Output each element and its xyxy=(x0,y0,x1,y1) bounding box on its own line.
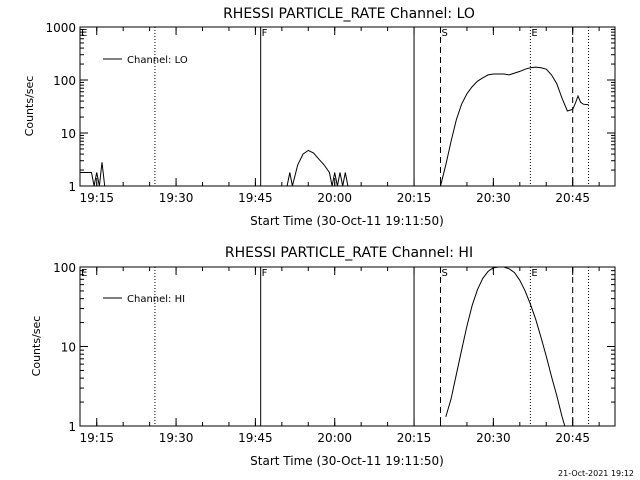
x-tick-label: 19:30 xyxy=(159,431,194,445)
ylabel-hi: Counts/sec xyxy=(30,316,43,377)
series-line xyxy=(286,149,349,187)
event-marker-label: E xyxy=(531,268,537,279)
plot-frame xyxy=(79,26,616,187)
y-tick-label: 100 xyxy=(53,261,76,275)
x-tick-label: 19:15 xyxy=(79,431,114,445)
ylabel-lo: Counts/sec xyxy=(23,76,36,137)
plot-lo: 19:15 19:30 19:45 20:00 20:15 20:30 20:45 1 10 10… xyxy=(45,21,616,205)
x-tick-label: 19:45 xyxy=(238,431,273,445)
y-tick-label: 1 xyxy=(68,420,76,434)
x-tick-label: 20:00 xyxy=(317,431,352,445)
x-tick-label: 19:15 xyxy=(79,191,114,205)
x-tick-label: 20:00 xyxy=(317,191,352,205)
chart-title-hi: RHESSI PARTICLE_RATE Channel: HI xyxy=(225,245,473,261)
x-tick-label: 20:15 xyxy=(397,191,432,205)
x-tick-label: 19:45 xyxy=(238,191,273,205)
y-tick-label: 1 xyxy=(68,180,76,194)
y-tick-label: 10 xyxy=(61,341,76,355)
series-line xyxy=(80,162,106,187)
plot-frame xyxy=(79,266,616,427)
y-tick-label: 10 xyxy=(61,127,76,141)
legend-label-hi: Channel: HI xyxy=(127,294,185,305)
event-marker-label: S xyxy=(441,28,447,39)
legend-label-lo: Channel: LO xyxy=(127,55,188,66)
xlabel-lo: Start Time (30-Oct-11 19:11:50) xyxy=(250,214,444,228)
x-tick-label: 19:30 xyxy=(159,191,194,205)
event-marker-label: E xyxy=(81,268,87,279)
event-marker-label: E xyxy=(81,28,87,39)
x-tick-label: 20:15 xyxy=(397,431,432,445)
event-marker-label: E xyxy=(531,28,537,39)
y-tick-label: 100 xyxy=(53,74,76,88)
chart-title-lo: RHESSI PARTICLE_RATE Channel: LO xyxy=(223,6,475,22)
x-tick-label: 20:45 xyxy=(555,191,590,205)
event-marker-label: F xyxy=(262,268,268,279)
event-marker-label: S xyxy=(441,268,447,279)
series-line xyxy=(445,266,566,427)
event-marker-label: F xyxy=(262,28,268,39)
y-tick-label: 1000 xyxy=(45,21,76,35)
footer-date: 21-Oct-2021 19:12 xyxy=(558,469,634,478)
x-tick-label: 20:30 xyxy=(476,431,511,445)
plot-hi: 19:15 19:30 19:45 20:00 20:15 20:30 20:45 1 10 10… xyxy=(53,261,616,445)
x-tick-label: 20:30 xyxy=(476,191,511,205)
xlabel-hi: Start Time (30-Oct-11 19:11:50) xyxy=(250,454,444,468)
x-tick-label: 20:45 xyxy=(555,431,590,445)
series-line xyxy=(440,66,589,187)
